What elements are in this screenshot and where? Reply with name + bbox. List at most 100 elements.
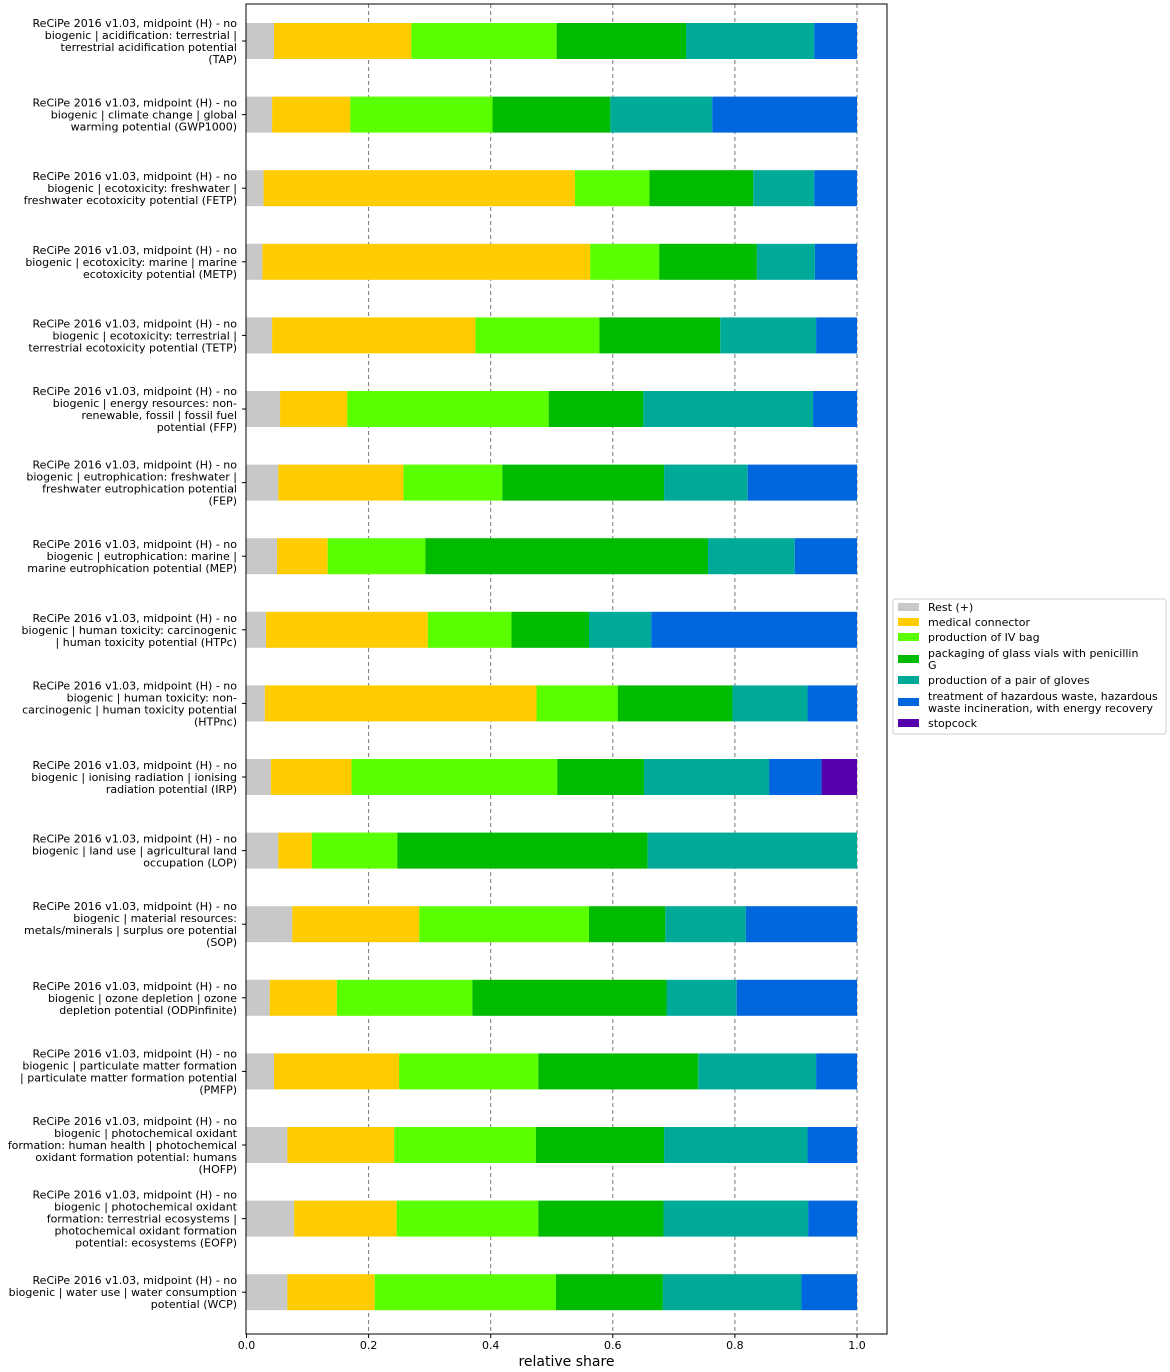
bar-segment (801, 1274, 857, 1311)
bar-segment (686, 23, 815, 59)
bar-segment (538, 1053, 699, 1090)
bar-segment (662, 1274, 802, 1311)
legend-label: treatment of hazardous waste, hazardous w… (928, 690, 1158, 715)
x-tick-label: 1.0 (848, 1339, 866, 1352)
bar-segment (807, 685, 857, 722)
bar-segment (246, 243, 263, 280)
bar-segment (794, 538, 857, 575)
bar-segment (747, 464, 857, 501)
bar-segment (502, 464, 665, 501)
legend-swatch (898, 719, 919, 727)
bar-segment (246, 170, 264, 207)
bar-segment (617, 685, 733, 722)
bar-segment (548, 391, 644, 427)
bar-segment (272, 317, 476, 354)
bar-segment (273, 1053, 400, 1090)
bar-segment (246, 538, 278, 575)
bar-segment (732, 685, 808, 722)
bar-segment (736, 979, 857, 1016)
x-axis-label: relative share (518, 1354, 614, 1370)
bar-segment (277, 538, 328, 575)
bar-segment (292, 906, 420, 943)
y-axis: ReCiPe 2016 v1.03, midpoint (H) - no biog… (8, 17, 246, 1311)
bar-segment (246, 611, 267, 648)
bar-segment (769, 759, 822, 795)
legend-swatch (898, 603, 919, 611)
x-tick-label: 0.8 (726, 1339, 744, 1352)
legend-frame (892, 598, 1167, 735)
bar-segment (651, 611, 857, 648)
y-tick-label: ReCiPe 2016 v1.03, midpoint (H) - no biog… (26, 459, 237, 508)
bar-segment (396, 1200, 539, 1237)
bar-segment (427, 611, 512, 648)
bar-segment (280, 391, 348, 427)
vertical-gridlines (368, 4, 858, 1334)
bar-segment (246, 391, 281, 427)
bar-segment (756, 243, 815, 280)
x-tick-label: 0.6 (604, 1339, 622, 1352)
bar-segment (246, 317, 273, 354)
bar-segment (814, 23, 857, 59)
bar-segment (273, 23, 412, 59)
bar-segment (278, 464, 404, 501)
bar-segment (535, 1127, 665, 1163)
bar-segment (287, 1274, 375, 1311)
bar-segment (814, 243, 857, 280)
bar-segment (708, 538, 795, 575)
bar-segment (278, 832, 312, 869)
bar-segment (397, 832, 648, 869)
legend-label: Rest (+) (928, 601, 973, 614)
bar-segment (311, 832, 398, 869)
bar-segment (665, 906, 746, 943)
bar-segment (246, 1274, 288, 1311)
x-tick-label: 0.2 (360, 1339, 378, 1352)
bar-segment (351, 759, 558, 795)
bar-segment (263, 170, 575, 207)
bar-segment (808, 1200, 857, 1237)
bar-segment (270, 759, 352, 795)
y-tick-label: ReCiPe 2016 v1.03, midpoint (H) - no biog… (33, 385, 238, 434)
legend-label: stopcock (928, 717, 978, 730)
bar-segment (698, 1053, 817, 1090)
plot-area-frame (245, 3, 888, 1335)
bar-segment (813, 391, 857, 427)
bar-segment (492, 96, 611, 133)
y-tick-label: ReCiPe 2016 v1.03, midpoint (H) - no biog… (33, 980, 238, 1017)
bar-segment (246, 906, 293, 943)
legend: Rest (+) medical connector production of I… (892, 598, 1167, 735)
bar-segment (272, 96, 351, 133)
bar-segment (816, 317, 857, 354)
bar-segment (246, 96, 273, 133)
bar-segment (599, 317, 721, 354)
bar-segment (411, 23, 557, 59)
x-axis: 0.0 0.2 0.4 0.6 0.8 1.0 (238, 1334, 866, 1352)
bar-segment (327, 538, 426, 575)
bar-segment (588, 906, 666, 943)
bar-segment (720, 317, 817, 354)
bar-segment (574, 170, 650, 207)
bar-segment (538, 1200, 664, 1237)
legend-label: packaging of glass vials with penicillin… (928, 647, 1138, 672)
bar-segment (294, 1200, 397, 1237)
y-tick-label: ReCiPe 2016 v1.03, midpoint (H) - no biog… (8, 1115, 238, 1176)
bar-segment (394, 1127, 536, 1163)
bar-segment (246, 759, 271, 795)
y-tick-label: ReCiPe 2016 v1.03, midpoint (H) - no biog… (24, 170, 238, 207)
x-tick-label: 0.4 (482, 1339, 500, 1352)
bar-segment (336, 979, 473, 1016)
bar-segment (246, 979, 270, 1016)
bar-segment (287, 1127, 395, 1163)
bar-segment (659, 243, 757, 280)
bar-segment (246, 832, 279, 869)
bar-segment (556, 1274, 663, 1311)
bar-segment (753, 170, 815, 207)
bar-segment (666, 979, 737, 1016)
legend-swatch (898, 618, 919, 626)
bar-segment (643, 391, 814, 427)
bar-segment (374, 1274, 557, 1311)
y-tick-label: ReCiPe 2016 v1.03, midpoint (H) - no biog… (22, 679, 237, 728)
bar-segment (536, 685, 618, 722)
bar-segment (350, 96, 493, 133)
y-tick-label: ReCiPe 2016 v1.03, midpoint (H) - no biog… (9, 1274, 238, 1311)
